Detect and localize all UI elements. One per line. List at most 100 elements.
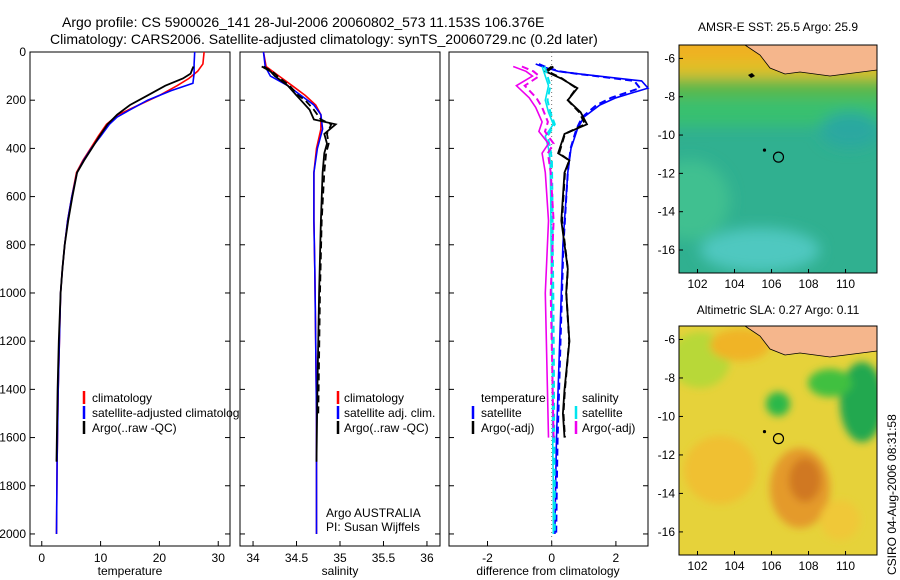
temperature-xlabel: temperature — [98, 564, 163, 578]
y-tick-label: 600 — [6, 190, 26, 204]
sst-argo-location-marker — [772, 151, 785, 163]
difference-legend: temperature satellite Argo(-adj) salinit… — [471, 391, 635, 435]
pi-annotation: PI: Susan Wijffels — [326, 520, 420, 534]
x-tick-label: 2 — [613, 551, 620, 565]
map-x-tick-label: 108 — [799, 559, 819, 573]
map-x-tick-label: 104 — [724, 277, 744, 291]
y-tick-label: 400 — [6, 141, 26, 155]
difference-xlabel: difference from climatology — [476, 564, 619, 578]
series-line-1 — [262, 51, 324, 534]
salinity-lines — [261, 51, 338, 534]
legend-label-climatology-sal: climatology — [344, 391, 404, 405]
difference-axes-frame — [448, 51, 649, 547]
sla-map-ticks: 102 104 106 108 110 -6 -8 -10 -12 -14 -16 — [658, 332, 856, 573]
difference-ticks: -2 0 2 — [449, 51, 648, 565]
sst-land — [744, 45, 877, 77]
temperature-legend: climatology satellite-adjusted climatolo… — [82, 391, 245, 435]
x-tick-label: 0 — [38, 551, 45, 565]
sst-map-ticks: 102 104 106 108 110 -6 -8 -10 -12 -14 -16 — [658, 51, 856, 291]
legend-title-salinity: salinity — [582, 391, 619, 405]
y-tick-label: 2000 — [0, 527, 26, 541]
series-line-dashed-2 — [543, 66, 556, 534]
x-tick-label: 0 — [548, 551, 555, 565]
map-y-tick-label: -6 — [664, 332, 675, 346]
side-timestamp: CSIRO 04-Aug-2006 08:31:58 — [885, 414, 899, 575]
y-tick-label: 1800 — [0, 479, 26, 493]
salinity-axes-frame — [239, 51, 441, 547]
x-tick-label: 34.5 — [285, 551, 309, 565]
sla-land — [744, 326, 877, 358]
temperature-axes-frame — [29, 51, 231, 547]
series-line-dashed-0 — [538, 63, 642, 535]
sla-map-title: Altimetric SLA: 0.27 Argo: 0.11 — [697, 303, 860, 317]
sst-map-title: AMSR-E SST: 25.5 Argo: 25.9 — [698, 20, 858, 34]
map-y-tick-label: -14 — [658, 486, 676, 500]
salinity-panel: 34 34.5 35 35.5 36 salinity climatology sate… — [239, 51, 441, 578]
series-line-dashed-1 — [545, 65, 587, 438]
legend-label-sal-satellite: satellite — [582, 406, 623, 420]
salinity-legend: climatology satellite adj. clim. Argo(..… — [336, 391, 435, 435]
legend-label-sal-argo: Argo(-adj) — [582, 421, 635, 435]
map-y-tick-label: -16 — [658, 525, 676, 539]
sst-argo-track-dot — [762, 148, 767, 152]
series-line-3 — [263, 65, 333, 414]
header-line-2: Climatology: CARS2006. Satellite-adjuste… — [50, 31, 598, 47]
map-x-tick-label: 102 — [687, 559, 707, 573]
legend-label-argo-sal: Argo(..raw -QC) — [344, 421, 429, 435]
series-line-dashed-3 — [521, 65, 555, 438]
map-x-tick-label: 108 — [799, 277, 819, 291]
legend-label-satellite-sal: satellite adj. clim. — [344, 406, 435, 420]
x-tick-label: 35.5 — [372, 551, 396, 565]
map-x-tick-label: 106 — [762, 559, 782, 573]
map-y-tick-label: -10 — [658, 409, 676, 423]
sla-argo-location-marker — [772, 433, 785, 445]
y-tick-label: 200 — [6, 93, 26, 107]
series-line-3 — [512, 65, 550, 438]
sla-map-panel: Altimetric SLA: 0.27 Argo: 0.11 102 104 10… — [658, 303, 878, 573]
y-tick-label: 0 — [19, 45, 26, 59]
sla-field — [679, 326, 877, 555]
x-tick-label: 36 — [420, 551, 434, 565]
legend-label-climatology: climatology — [92, 391, 152, 405]
legend-title-temperature: temperature — [481, 391, 546, 405]
sst-map-frame — [678, 44, 878, 274]
y-tick-label: 1000 — [0, 286, 26, 300]
x-tick-label: 10 — [94, 551, 108, 565]
y-tick-label: 800 — [6, 238, 26, 252]
difference-panel: -2 0 2 difference from climatology tempera… — [448, 51, 650, 578]
temperature-ticks: 0 10 20 30 0 200 400 600 800 1000 1200 1400 1600 1800… — [0, 45, 230, 565]
map-x-tick-label: 104 — [724, 559, 744, 573]
map-x-tick-label: 102 — [687, 277, 707, 291]
map-y-tick-label: -14 — [658, 205, 676, 219]
sla-map-frame — [678, 325, 878, 556]
salinity-xlabel: salinity — [322, 564, 359, 578]
map-y-tick-label: -8 — [664, 371, 675, 385]
y-tick-label: 1400 — [0, 382, 26, 396]
legend-label-argo: Argo(..raw -QC) — [92, 421, 177, 435]
sst-field — [679, 45, 877, 273]
x-tick-label: 35 — [333, 551, 347, 565]
temperature-panel: 0 10 20 30 0 200 400 600 800 1000 1200 1400 1600 1800… — [0, 45, 245, 578]
y-tick-label: 1200 — [0, 334, 26, 348]
map-x-tick-label: 110 — [836, 559, 855, 573]
y-tick-label: 1600 — [0, 431, 26, 445]
legend-label-temp-satellite: satellite — [481, 406, 522, 420]
sla-argo-track-dot — [762, 430, 767, 434]
x-tick-label: -2 — [482, 551, 493, 565]
legend-label-temp-argo: Argo(-adj) — [481, 421, 534, 435]
argo-australia-annotation: Argo AUSTRALIA — [326, 506, 421, 520]
x-tick-label: 30 — [212, 551, 226, 565]
map-y-tick-label: -8 — [664, 90, 675, 104]
series-line-2 — [55, 66, 195, 462]
map-y-tick-label: -10 — [658, 128, 676, 142]
map-y-tick-label: -6 — [664, 51, 675, 65]
map-y-tick-label: -12 — [658, 448, 676, 462]
x-tick-label: 34 — [246, 551, 260, 565]
x-tick-label: 20 — [153, 551, 167, 565]
sst-map-panel: AMSR-E SST: 25.5 Argo: 25.9 102 104 106 108… — [658, 20, 878, 291]
map-x-tick-label: 106 — [762, 277, 782, 291]
map-y-tick-label: -12 — [658, 166, 676, 180]
header-line-1: Argo profile: CS 5900026_141 28-Jul-2006… — [62, 14, 544, 30]
difference-lines — [512, 63, 650, 535]
